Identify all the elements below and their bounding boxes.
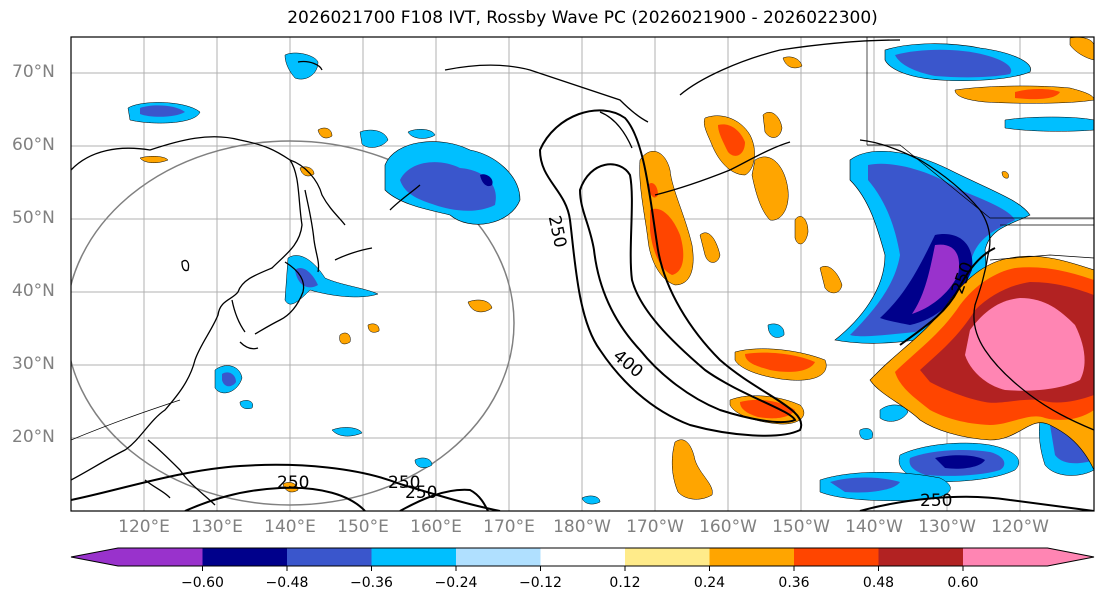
colorbar-segment [709, 548, 794, 566]
colorbar-segment [287, 548, 372, 566]
map-frame [70, 36, 1095, 512]
colorbar-segment [371, 548, 456, 566]
lon-label-130e: 130°E [191, 517, 243, 537]
colorbar-tick-label: 0.36 [778, 575, 810, 591]
colorbar-extend-low [71, 548, 118, 566]
lon-label-170e: 170°E [483, 517, 535, 537]
lon-label-140w: 140°W [845, 517, 903, 537]
lon-label-140e: 140°E [264, 517, 316, 537]
colorbar-tick-label: −0.36 [350, 575, 393, 591]
colorbar-tick-label: −0.60 [181, 575, 224, 591]
lon-label-180w: 180°W [553, 517, 611, 537]
lon-label-130w: 130°W [918, 517, 976, 537]
map-title: 2026021700 F108 IVT, Rossby Wave PC (202… [287, 8, 878, 28]
lon-label-120w: 120°W [991, 517, 1049, 537]
lat-label-70n: 70°N [12, 62, 55, 82]
colorbar-extend-high [1047, 548, 1094, 566]
contour-label: 250 [388, 473, 420, 493]
colorbar-tick-label: −0.48 [265, 575, 309, 591]
colorbar-tick-label: 0.48 [862, 575, 895, 591]
ivt-anomaly-fills [127, 37, 1094, 505]
lon-label-160e: 160°E [410, 517, 462, 537]
colorbar-tick-label: 0.60 [947, 575, 979, 591]
lon-label-150w: 150°W [772, 517, 830, 537]
lon-label-150e: 150°E [337, 517, 389, 537]
colorbar-segment [540, 548, 625, 566]
contour-labels: 250 400 250 250 250 250 250 [277, 214, 978, 511]
colorbar-segment [878, 548, 963, 566]
contour-label: 250 [405, 483, 437, 503]
colorbar-tick-label: −0.12 [519, 575, 562, 591]
colorbar [70, 547, 1095, 571]
colorbar-tick-label: −0.24 [434, 575, 478, 591]
colorbar-segment [794, 548, 879, 566]
ivt-contours [71, 109, 1094, 511]
lon-label-170w: 170°W [626, 517, 684, 537]
lat-label-30n: 30°N [12, 354, 55, 374]
lat-label-50n: 50°N [12, 208, 55, 228]
coastlines [71, 39, 1094, 506]
colorbar-segment [202, 548, 287, 566]
lat-label-60n: 60°N [12, 135, 55, 155]
lat-label-40n: 40°N [12, 281, 55, 301]
colorbar-segment [456, 548, 541, 566]
colorbar-segment [963, 548, 1048, 566]
colorbar-tick-label: 0.24 [693, 575, 726, 591]
borders [71, 37, 1094, 511]
colorbar-segment [625, 548, 710, 566]
colorbar-tick-label: 0.12 [609, 575, 641, 591]
colorbar-segment [118, 548, 203, 566]
lat-label-20n: 20°N [12, 427, 55, 447]
contour-label: 250 [920, 491, 952, 511]
lon-label-120e: 120°E [118, 517, 170, 537]
contour-label: 250 [277, 473, 309, 493]
lon-label-160w: 160°W [699, 517, 757, 537]
rossby-region-circle [71, 140, 515, 506]
